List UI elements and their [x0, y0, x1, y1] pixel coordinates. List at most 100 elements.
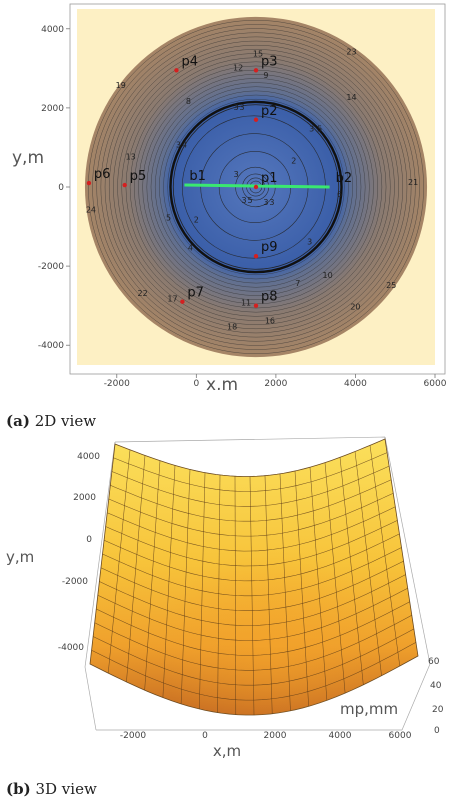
contour-value-label: 15: [253, 49, 263, 58]
contour-line: [172, 104, 340, 270]
contour-value-label: 2: [194, 216, 199, 225]
contour-line: [150, 82, 362, 292]
contour-value-label: 14: [346, 93, 356, 102]
box-edge: [84, 441, 116, 668]
y-axis-label: y,m: [12, 148, 44, 168]
x-axis-label: x,m: [206, 375, 238, 390]
z-tick-label-3d: 0: [434, 726, 440, 736]
contour-value-label: 18: [227, 322, 237, 331]
contour-value-label: 5: [247, 196, 252, 205]
x-tick-label: 0: [193, 379, 199, 389]
point-p2-label: p2: [261, 104, 278, 119]
x-tick-label-3d: -2000: [120, 731, 146, 741]
surface-grid-column: [249, 476, 255, 716]
point-p3-marker: [253, 68, 259, 73]
z-tick-label-3d: 60: [428, 657, 440, 667]
contour-value-label: 5: [166, 214, 171, 223]
contour-value-label: 25: [386, 281, 396, 290]
box-edge: [384, 436, 431, 665]
surface-grid-column: [294, 470, 309, 707]
point-layer: p1 p2 p3 p4 p5 p6 p7 p8 p9 b1 b2: [86, 54, 353, 308]
contour-value-label: 5: [317, 125, 322, 134]
point-p8-label: p8: [261, 290, 278, 305]
point-p4-marker: [174, 68, 179, 73]
contour-value-label: 17: [167, 295, 177, 304]
contour-line: [129, 61, 383, 313]
y-tick-label-3d: 0: [86, 535, 92, 545]
contour-value-label: 10: [323, 271, 333, 280]
surface-grid-column: [339, 457, 364, 685]
contour-line: [100, 32, 412, 342]
point-p7-label: p7: [187, 286, 204, 301]
contour-value-label: 23: [346, 47, 356, 56]
y-tick-label: -2000: [38, 262, 64, 272]
box-edge: [84, 666, 97, 731]
y-tick-label: 2000: [41, 104, 64, 114]
y-tick-label-3d: -2000: [62, 577, 88, 587]
contour-value-label: 11: [241, 299, 251, 308]
point-p6-marker: [86, 180, 92, 186]
contour-value-label: 2: [291, 156, 296, 165]
contour-line: [121, 53, 391, 321]
contour-value-label: 3: [240, 103, 245, 112]
y-axis-label-3d: y,m: [6, 548, 34, 566]
z-axis-label-3d: mp,mm: [340, 700, 398, 718]
contour-line: [159, 90, 353, 284]
surface-shading: [90, 439, 418, 716]
contour-line: [154, 86, 358, 288]
surface-grid-column: [199, 472, 206, 709]
contour-line: [142, 74, 370, 300]
x-tick-label: 6000: [424, 379, 447, 389]
contour-value-label: 3: [234, 103, 239, 112]
contour-value-label: 20: [350, 303, 360, 312]
x-tick-label: 2000: [264, 379, 287, 389]
surface-grid-column: [324, 462, 346, 694]
caption-a: (a) 2D view: [6, 412, 96, 430]
contour-value-label: 8: [186, 97, 191, 106]
contour-line: [96, 28, 416, 346]
contour-value-label: 3: [269, 198, 274, 207]
y-tick-label-3d: 4000: [77, 452, 100, 462]
point-p7-marker: [180, 299, 185, 304]
contour-value-label: 3: [307, 237, 312, 246]
point-p8-marker: [253, 303, 259, 308]
axis-layer-2d: -2000 0 2000 4000 6000 4000 2000 0 -2000 -4000: [38, 25, 447, 389]
contour-line: [92, 24, 420, 350]
box-edge: [114, 436, 386, 443]
point-p5-label: p5: [130, 169, 147, 184]
y-tick-label: 4000: [41, 25, 64, 35]
x-tick-label-3d: 6000: [389, 731, 412, 741]
x-tick-label-3d: 4000: [329, 731, 352, 741]
surface-grid-column: [107, 449, 131, 674]
contour-line: [167, 98, 345, 276]
surface-grid-column: [144, 460, 161, 691]
contour-line: [125, 57, 387, 317]
surface-grid-column: [369, 445, 401, 667]
surface-layer: [89, 438, 419, 716]
surface-grid-column: [217, 474, 221, 713]
inner-boundary: [169, 100, 343, 274]
contour-line: [104, 36, 408, 338]
contour-value-label: 9: [263, 71, 268, 80]
y-tick-label-3d: 2000: [73, 493, 96, 503]
axis-layer-3d: -2000 0 2000 4000 6000 4000 2000 0 -2000 -4000 60 4…: [58, 452, 444, 741]
z-tick-label-3d: 20: [432, 705, 444, 715]
surface-grid-column: [264, 475, 273, 714]
y-tick-label: -4000: [38, 341, 64, 351]
contour-value-label: 24: [86, 206, 96, 215]
contour-value-label: 3: [309, 125, 314, 134]
contour-value-label: 3: [263, 198, 268, 207]
contour-value-label: 7: [295, 279, 300, 288]
caption-a-label: (a): [6, 412, 30, 430]
caption-a-text: 2D view: [34, 412, 97, 430]
x-axis-label-3d: x,m: [213, 742, 241, 760]
caption-b-label: (b): [6, 780, 31, 798]
point-b2-label: b2: [336, 171, 353, 186]
contour-value-label: 4: [182, 140, 187, 149]
surface-grid-column: [180, 469, 191, 704]
contour-line: [108, 40, 404, 334]
surface-grid-column: [309, 467, 328, 701]
box-edge: [401, 663, 431, 731]
